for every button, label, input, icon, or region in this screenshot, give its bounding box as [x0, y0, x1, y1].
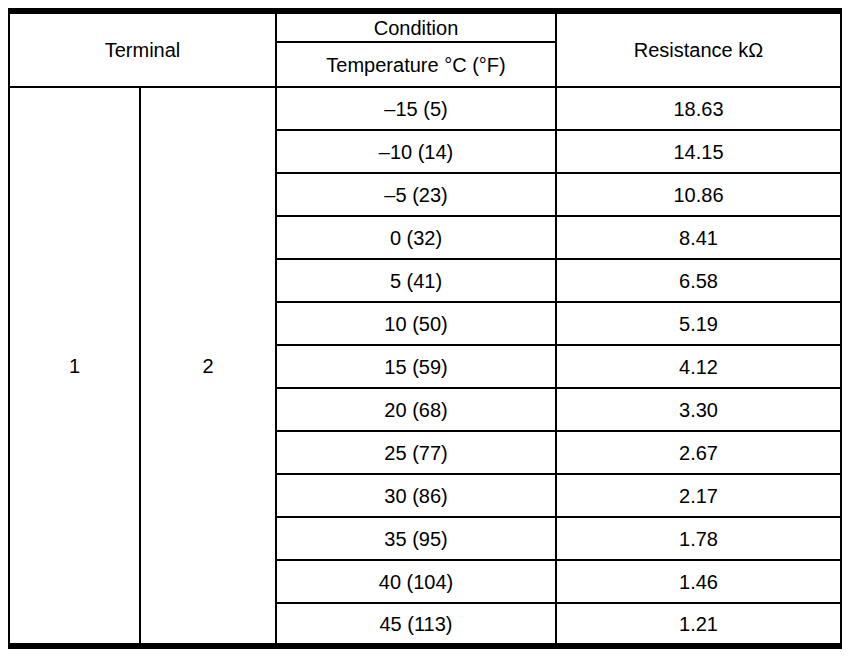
terminal-2-cell: 2 [140, 87, 276, 646]
temperature-cell: –15 (5) [276, 87, 556, 130]
table-row: 1 2 –15 (5) 18.63 [9, 87, 841, 130]
temperature-cell: 5 (41) [276, 259, 556, 302]
resistance-cell: 1.78 [556, 517, 841, 560]
resistance-cell: 14.15 [556, 130, 841, 173]
header-condition: Condition [276, 11, 556, 42]
temperature-cell: 35 (95) [276, 517, 556, 560]
temperature-cell: 45 (113) [276, 603, 556, 646]
header-resistance: Resistance kΩ [556, 11, 841, 87]
temperature-cell: 40 (104) [276, 560, 556, 603]
terminal-1-cell: 1 [9, 87, 140, 646]
resistance-cell: 6.58 [556, 259, 841, 302]
header-temperature: Temperature °C (°F) [276, 42, 556, 87]
page: Terminal Condition Resistance kΩ Tempera… [0, 0, 864, 660]
temperature-cell: 30 (86) [276, 474, 556, 517]
temperature-cell: –5 (23) [276, 173, 556, 216]
temperature-cell: 10 (50) [276, 302, 556, 345]
header-row-top: Terminal Condition Resistance kΩ [9, 11, 841, 42]
header-terminal: Terminal [9, 11, 276, 87]
resistance-cell: 8.41 [556, 216, 841, 259]
temperature-cell: –10 (14) [276, 130, 556, 173]
resistance-cell: 3.30 [556, 388, 841, 431]
resistance-cell: 2.67 [556, 431, 841, 474]
resistance-spec-table: Terminal Condition Resistance kΩ Tempera… [8, 8, 842, 649]
temperature-cell: 20 (68) [276, 388, 556, 431]
temperature-cell: 25 (77) [276, 431, 556, 474]
resistance-cell: 10.86 [556, 173, 841, 216]
resistance-cell: 5.19 [556, 302, 841, 345]
resistance-cell: 2.17 [556, 474, 841, 517]
resistance-cell: 1.21 [556, 603, 841, 646]
resistance-cell: 4.12 [556, 345, 841, 388]
temperature-cell: 0 (32) [276, 216, 556, 259]
temperature-cell: 15 (59) [276, 345, 556, 388]
resistance-cell: 1.46 [556, 560, 841, 603]
resistance-cell: 18.63 [556, 87, 841, 130]
